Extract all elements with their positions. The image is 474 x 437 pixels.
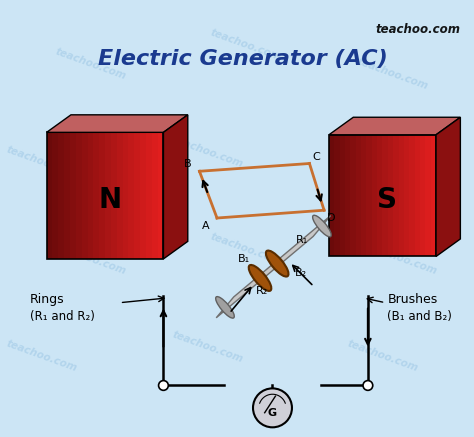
Text: (R₁ and R₂): (R₁ and R₂) — [30, 311, 95, 323]
Text: C: C — [312, 152, 320, 162]
Bar — [334, 135, 341, 257]
Ellipse shape — [313, 215, 331, 237]
Text: B: B — [184, 160, 191, 169]
Bar — [409, 135, 416, 257]
Text: teachoo.com: teachoo.com — [5, 339, 79, 374]
Text: teachoo.com: teachoo.com — [365, 241, 439, 276]
Text: teachoo.com: teachoo.com — [346, 339, 419, 374]
Text: D: D — [327, 213, 336, 223]
Bar — [53, 132, 59, 259]
Bar — [146, 132, 153, 259]
Text: teachoo.com: teachoo.com — [375, 23, 460, 36]
Text: R₂: R₂ — [255, 286, 268, 296]
Bar — [420, 135, 426, 257]
Bar — [64, 132, 71, 259]
Ellipse shape — [266, 250, 289, 277]
Bar — [140, 132, 147, 259]
Ellipse shape — [216, 297, 234, 318]
Bar — [70, 132, 77, 259]
Bar — [105, 132, 112, 259]
Bar — [93, 132, 100, 259]
Bar — [157, 132, 164, 259]
Bar — [377, 135, 383, 257]
Bar — [111, 132, 118, 259]
Bar — [88, 132, 94, 259]
Circle shape — [253, 388, 292, 427]
Text: teachoo.com: teachoo.com — [54, 241, 127, 276]
Bar — [134, 132, 141, 259]
Text: Rings: Rings — [30, 293, 64, 306]
Bar — [415, 135, 421, 257]
Bar — [388, 135, 394, 257]
Bar — [393, 135, 400, 257]
Bar — [340, 135, 346, 257]
Text: teachoo.com: teachoo.com — [210, 27, 283, 62]
Bar — [152, 132, 159, 259]
Text: A: A — [201, 221, 209, 231]
Text: (B₁ and B₂): (B₁ and B₂) — [387, 311, 452, 323]
Bar — [117, 132, 124, 259]
Text: B₂: B₂ — [295, 268, 307, 278]
Text: B₁: B₁ — [238, 254, 250, 264]
Bar — [356, 135, 362, 257]
Text: Brushes: Brushes — [387, 293, 438, 306]
Bar — [58, 132, 65, 259]
Polygon shape — [329, 117, 460, 135]
Text: S: S — [377, 187, 397, 215]
Bar — [99, 132, 106, 259]
Text: teachoo.com: teachoo.com — [171, 329, 244, 364]
Text: teachoo.com: teachoo.com — [210, 232, 283, 267]
Bar — [128, 132, 135, 259]
Text: teachoo.com: teachoo.com — [5, 144, 79, 179]
Bar — [404, 135, 410, 257]
Bar — [76, 132, 82, 259]
Bar — [366, 135, 373, 257]
Polygon shape — [164, 115, 188, 259]
Circle shape — [159, 381, 168, 390]
Bar — [46, 132, 54, 259]
Bar — [82, 132, 89, 259]
Bar — [372, 135, 378, 257]
Circle shape — [363, 381, 373, 390]
Text: teachoo.com: teachoo.com — [356, 56, 429, 91]
Text: teachoo.com: teachoo.com — [336, 139, 410, 174]
Text: teachoo.com: teachoo.com — [171, 134, 244, 169]
Bar — [383, 135, 389, 257]
Bar — [425, 135, 432, 257]
Polygon shape — [436, 117, 460, 257]
Bar — [123, 132, 129, 259]
Bar — [399, 135, 405, 257]
Text: G: G — [268, 408, 277, 418]
Text: Electric Generator (AC): Electric Generator (AC) — [99, 49, 388, 69]
Bar — [329, 135, 335, 257]
Text: teachoo.com: teachoo.com — [54, 47, 127, 82]
Polygon shape — [46, 115, 188, 132]
Bar — [345, 135, 351, 257]
Text: R₁: R₁ — [296, 235, 308, 245]
Bar — [431, 135, 437, 257]
Bar — [350, 135, 357, 257]
Ellipse shape — [249, 265, 271, 291]
Text: N: N — [98, 187, 121, 215]
Polygon shape — [216, 215, 331, 318]
Bar — [361, 135, 367, 257]
